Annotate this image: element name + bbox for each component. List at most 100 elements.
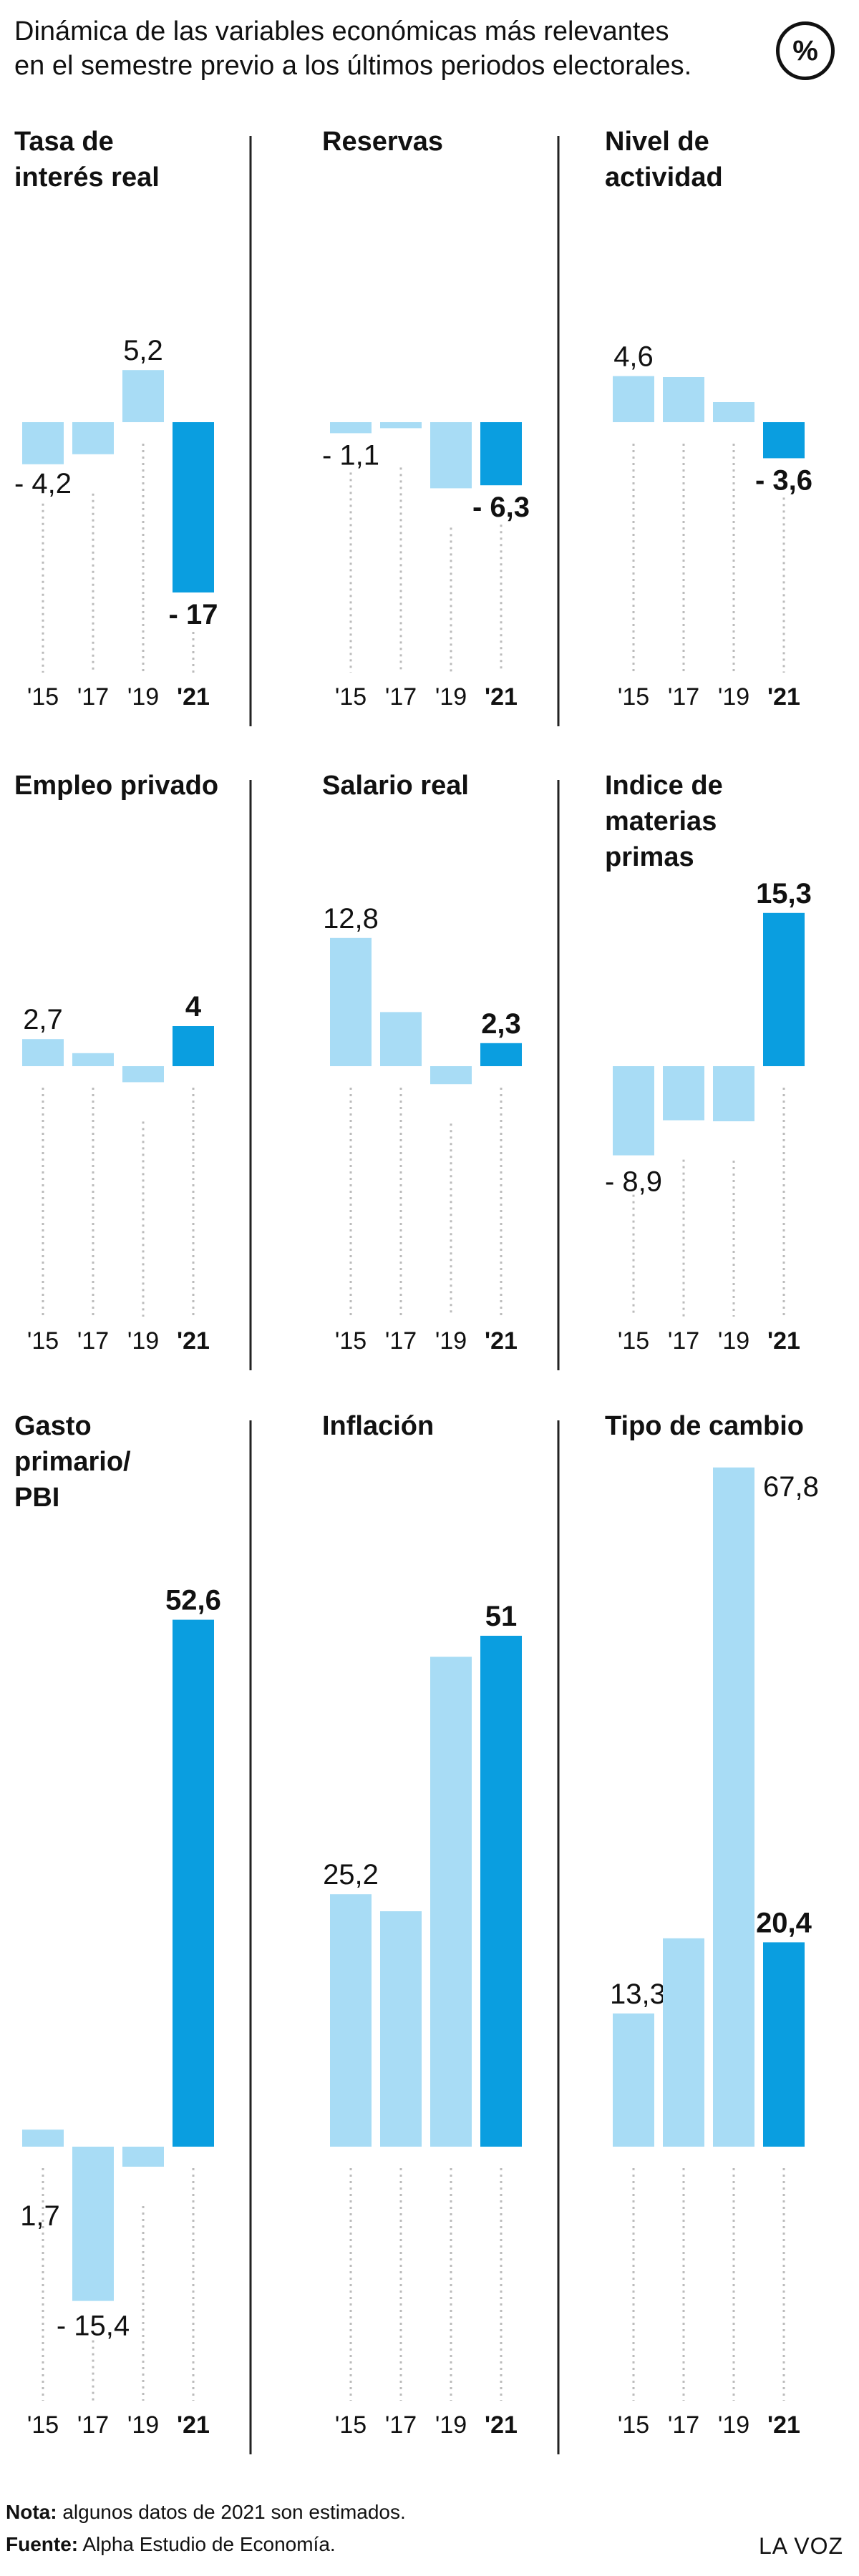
- chart-title: Nivel de: [605, 127, 709, 157]
- header-title-line2: en el semestre previo a los últimos peri…: [14, 51, 692, 81]
- data-label: 15,3: [756, 878, 812, 909]
- tick-label: '15: [618, 2411, 649, 2439]
- bar: [430, 1657, 472, 2147]
- data-label: - 17: [169, 599, 218, 630]
- bar: [713, 1467, 754, 2147]
- data-label: 5,2: [123, 335, 163, 366]
- bar: [330, 1894, 372, 2147]
- data-label: 4: [185, 991, 202, 1023]
- tick-label: '15: [335, 2411, 367, 2439]
- data-label: - 4,2: [14, 468, 72, 499]
- brand-logo: LA VOZ: [758, 2533, 843, 2559]
- data-label: 25,2: [323, 1859, 379, 1890]
- tick-label: '21: [177, 683, 210, 711]
- tick-label: '19: [435, 683, 467, 711]
- bar: [22, 422, 64, 464]
- tick-label: '19: [718, 2411, 749, 2439]
- chart-title: Inflación: [322, 1411, 434, 1441]
- bar: [763, 422, 805, 459]
- footer-note-label: Nota:: [6, 2501, 57, 2523]
- data-label: - 15,4: [57, 2311, 130, 2342]
- tick-label: '17: [77, 1327, 109, 1355]
- chart-title: actividad: [605, 162, 723, 192]
- bar: [72, 422, 114, 454]
- tick-label: '19: [127, 683, 159, 711]
- chart-title: Tipo de cambio: [605, 1411, 804, 1441]
- bar: [613, 2013, 654, 2147]
- bar: [122, 2147, 164, 2167]
- bar: [713, 1066, 754, 1121]
- tick-label: '21: [485, 2411, 518, 2439]
- bar: [480, 422, 522, 486]
- data-label: 20,4: [756, 1907, 812, 1938]
- tick-label: '15: [335, 1327, 367, 1355]
- chart-title: Empleo privado: [14, 771, 218, 801]
- bar: [613, 1066, 654, 1156]
- footer-note-text: algunos datos de 2021 son estimados.: [57, 2501, 406, 2523]
- chart-title: primas: [605, 842, 694, 872]
- tick-label: '15: [618, 1327, 649, 1355]
- tick-label: '17: [668, 683, 699, 711]
- data-label: 2,7: [23, 1004, 63, 1035]
- bar: [663, 1938, 704, 2147]
- footer-source-label: Fuente:: [6, 2533, 79, 2555]
- bar: [763, 912, 805, 1066]
- chart-title: Indice de: [605, 771, 723, 801]
- chart-header: Dinámica de las variables económicas más…: [14, 14, 759, 83]
- tick-label: '21: [485, 1327, 518, 1355]
- bar: [480, 1043, 522, 1066]
- bar: [122, 370, 164, 422]
- bar: [173, 422, 214, 592]
- data-label: 13,3: [610, 1979, 666, 2010]
- chart-title: primario/: [14, 1447, 131, 1477]
- bar: [380, 422, 422, 429]
- bar: [72, 2147, 114, 2301]
- footer-source-text: Alpha Estudio de Economía.: [78, 2533, 336, 2555]
- header-title-line1: Dinámica de las variables económicas más…: [14, 16, 669, 47]
- data-label: 1,7: [20, 2200, 60, 2232]
- data-label: 12,8: [323, 903, 379, 935]
- chart-title: interés real: [14, 162, 160, 192]
- tick-label: '15: [27, 2411, 59, 2439]
- bar: [173, 1026, 214, 1066]
- bar: [22, 1039, 64, 1066]
- bar: [72, 1053, 114, 1066]
- data-label: - 8,9: [605, 1166, 662, 1198]
- percent-unit-badge: %: [776, 21, 835, 80]
- tick-label: '19: [127, 1327, 159, 1355]
- tick-label: '15: [618, 683, 649, 711]
- tick-label: '19: [435, 1327, 467, 1355]
- bar: [380, 1012, 422, 1066]
- data-label: 2,3: [481, 1008, 521, 1040]
- chart-title: Salario real: [322, 771, 469, 801]
- footer-note: Nota: algunos datos de 2021 son estimado…: [6, 2501, 406, 2524]
- tick-label: '21: [767, 683, 800, 711]
- bar: [173, 1619, 214, 2147]
- tick-label: '21: [767, 2411, 800, 2439]
- tick-label: '15: [27, 683, 59, 711]
- bar: [122, 1066, 164, 1083]
- bar: [430, 422, 472, 489]
- tick-label: '17: [668, 1327, 699, 1355]
- data-label: - 1,1: [322, 439, 379, 471]
- bar: [613, 376, 654, 422]
- chart-title: Tasa de: [14, 127, 114, 157]
- data-label: - 3,6: [755, 464, 812, 496]
- tick-label: '17: [385, 1327, 417, 1355]
- tick-label: '19: [127, 2411, 159, 2439]
- tick-label: '21: [485, 683, 518, 711]
- data-label: - 6,3: [472, 492, 530, 523]
- bar: [22, 2129, 64, 2147]
- data-label: 67,8: [763, 1471, 819, 1503]
- tick-label: '17: [77, 2411, 109, 2439]
- tick-label: '17: [385, 683, 417, 711]
- tick-label: '21: [177, 1327, 210, 1355]
- data-label: 52,6: [165, 1585, 221, 1616]
- data-label: 51: [485, 1601, 518, 1632]
- chart-title: Reservas: [322, 127, 443, 157]
- bar: [480, 1636, 522, 2147]
- tick-label: '19: [718, 1327, 749, 1355]
- tick-label: '15: [335, 683, 367, 711]
- data-label: 4,6: [613, 341, 654, 373]
- chart-title: materias: [605, 806, 717, 836]
